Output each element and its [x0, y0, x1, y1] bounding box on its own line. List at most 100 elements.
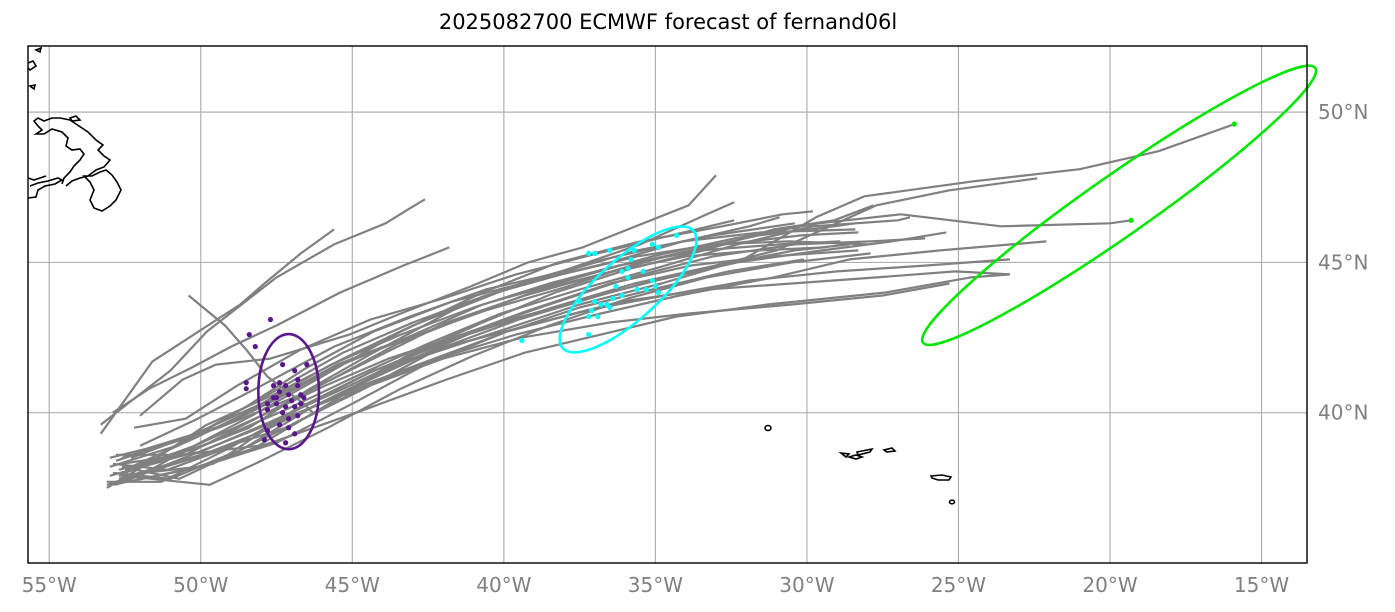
- position-marker: [270, 383, 277, 389]
- position-marker: [283, 383, 289, 389]
- ensemble-track: [139, 222, 795, 447]
- ensemble-track: [99, 228, 335, 435]
- position-marker: [619, 292, 625, 299]
- lon-tick-label: 30°W: [779, 573, 834, 597]
- small-island-2: [28, 83, 37, 91]
- azores-graciosa: [838, 451, 851, 459]
- ensemble-track: [133, 219, 735, 429]
- position-marker: [295, 413, 301, 419]
- position-marker: [628, 256, 634, 263]
- lat-tick-label: 45°N: [1318, 250, 1368, 274]
- position-marker: [640, 268, 646, 275]
- position-marker: [301, 395, 307, 401]
- position-marker: [598, 301, 604, 308]
- position-marker: [252, 343, 258, 350]
- position-marker: [295, 377, 301, 383]
- position-marker: [613, 283, 619, 290]
- ensemble-track: [121, 252, 871, 486]
- position-marker: [292, 431, 298, 437]
- lon-tick-label: 20°W: [1082, 573, 1137, 597]
- uncertainty-ellipse: [558, 225, 698, 354]
- position-marker: [586, 250, 592, 257]
- position-marker: [673, 232, 680, 238]
- axis-ticks: 55°W 50°W 45°W 40°W 35°W 30°W 25°W 20°W 15°W 40°N…: [22, 100, 1369, 597]
- position-marker: [276, 422, 283, 428]
- position-marker: [286, 425, 292, 431]
- position-marker: [276, 389, 283, 395]
- azores-santa-maria: [948, 499, 956, 505]
- map-frame: [27, 45, 1308, 564]
- lon-tick-label: 40°W: [476, 573, 531, 597]
- small-island-3: [34, 46, 43, 54]
- uncertainty-ellipse: [920, 64, 1318, 347]
- position-marker: [625, 274, 631, 281]
- position-marker: [586, 331, 592, 338]
- position-marker: [264, 407, 271, 413]
- position-marker: [283, 440, 289, 446]
- small-island-1: [27, 60, 38, 72]
- position-marker: [286, 392, 292, 398]
- position-marker: [589, 307, 595, 314]
- position-marker: [267, 316, 274, 323]
- position-marker: [643, 286, 649, 293]
- position-marker: [279, 410, 286, 416]
- coastlines: [27, 46, 956, 505]
- position-marker: [1231, 121, 1237, 127]
- position-markers: [243, 121, 1237, 446]
- ensemble-track: [139, 174, 717, 417]
- lon-tick-label: 50°W: [173, 573, 228, 597]
- azores-sao-miguel: [929, 474, 953, 481]
- ensemble-track: [112, 246, 450, 414]
- position-marker: [592, 250, 598, 257]
- position-marker: [1128, 217, 1134, 223]
- position-marker: [655, 244, 662, 250]
- azores-flores: [764, 424, 772, 432]
- ensemble-track: [130, 240, 868, 459]
- lat-tick-label: 40°N: [1318, 401, 1368, 425]
- ensemble-track: [112, 249, 859, 480]
- azores-pico: [855, 447, 874, 456]
- lon-tick-label: 15°W: [1234, 573, 1289, 597]
- position-marker: [273, 401, 280, 407]
- position-marker: [592, 298, 598, 305]
- azores-faial: [846, 454, 865, 460]
- position-marker: [295, 383, 301, 389]
- lon-tick-label: 55°W: [22, 573, 77, 597]
- position-marker: [292, 368, 298, 374]
- small-island-4: [68, 115, 82, 122]
- position-marker: [304, 362, 310, 368]
- position-marker: [586, 313, 592, 320]
- position-marker: [261, 437, 268, 443]
- graticule: [28, 46, 1307, 563]
- newfoundland-coast: [27, 117, 122, 212]
- ensemble-track: [121, 240, 841, 459]
- ensemble-track: [118, 273, 1011, 477]
- position-marker: [610, 295, 616, 302]
- position-marker: [631, 247, 637, 253]
- position-marker: [279, 362, 286, 368]
- ensemble-track: [118, 228, 856, 471]
- position-marker: [519, 337, 525, 344]
- ensemble-track: [124, 216, 911, 474]
- position-marker: [292, 404, 298, 410]
- position-marker: [243, 386, 249, 392]
- position-marker: [652, 283, 658, 290]
- uncertainty-ellipses: [257, 64, 1318, 451]
- map-title: 2025082700 ECMWF forecast of fernand06l: [438, 10, 898, 34]
- lon-tick-label: 25°W: [931, 573, 986, 597]
- lat-tick-label: 50°N: [1318, 100, 1368, 124]
- position-marker: [607, 247, 613, 253]
- position-marker: [246, 331, 252, 338]
- position-marker: [625, 265, 631, 272]
- ensemble-tracks: [99, 123, 1235, 489]
- position-marker: [595, 313, 601, 320]
- lon-tick-label: 35°W: [628, 573, 683, 597]
- position-marker: [276, 380, 283, 386]
- position-marker: [634, 286, 640, 293]
- ensemble-track: [127, 246, 826, 471]
- position-marker: [649, 277, 655, 284]
- position-marker: [243, 380, 249, 386]
- position-marker: [270, 395, 277, 401]
- azores-terceira: [882, 447, 897, 453]
